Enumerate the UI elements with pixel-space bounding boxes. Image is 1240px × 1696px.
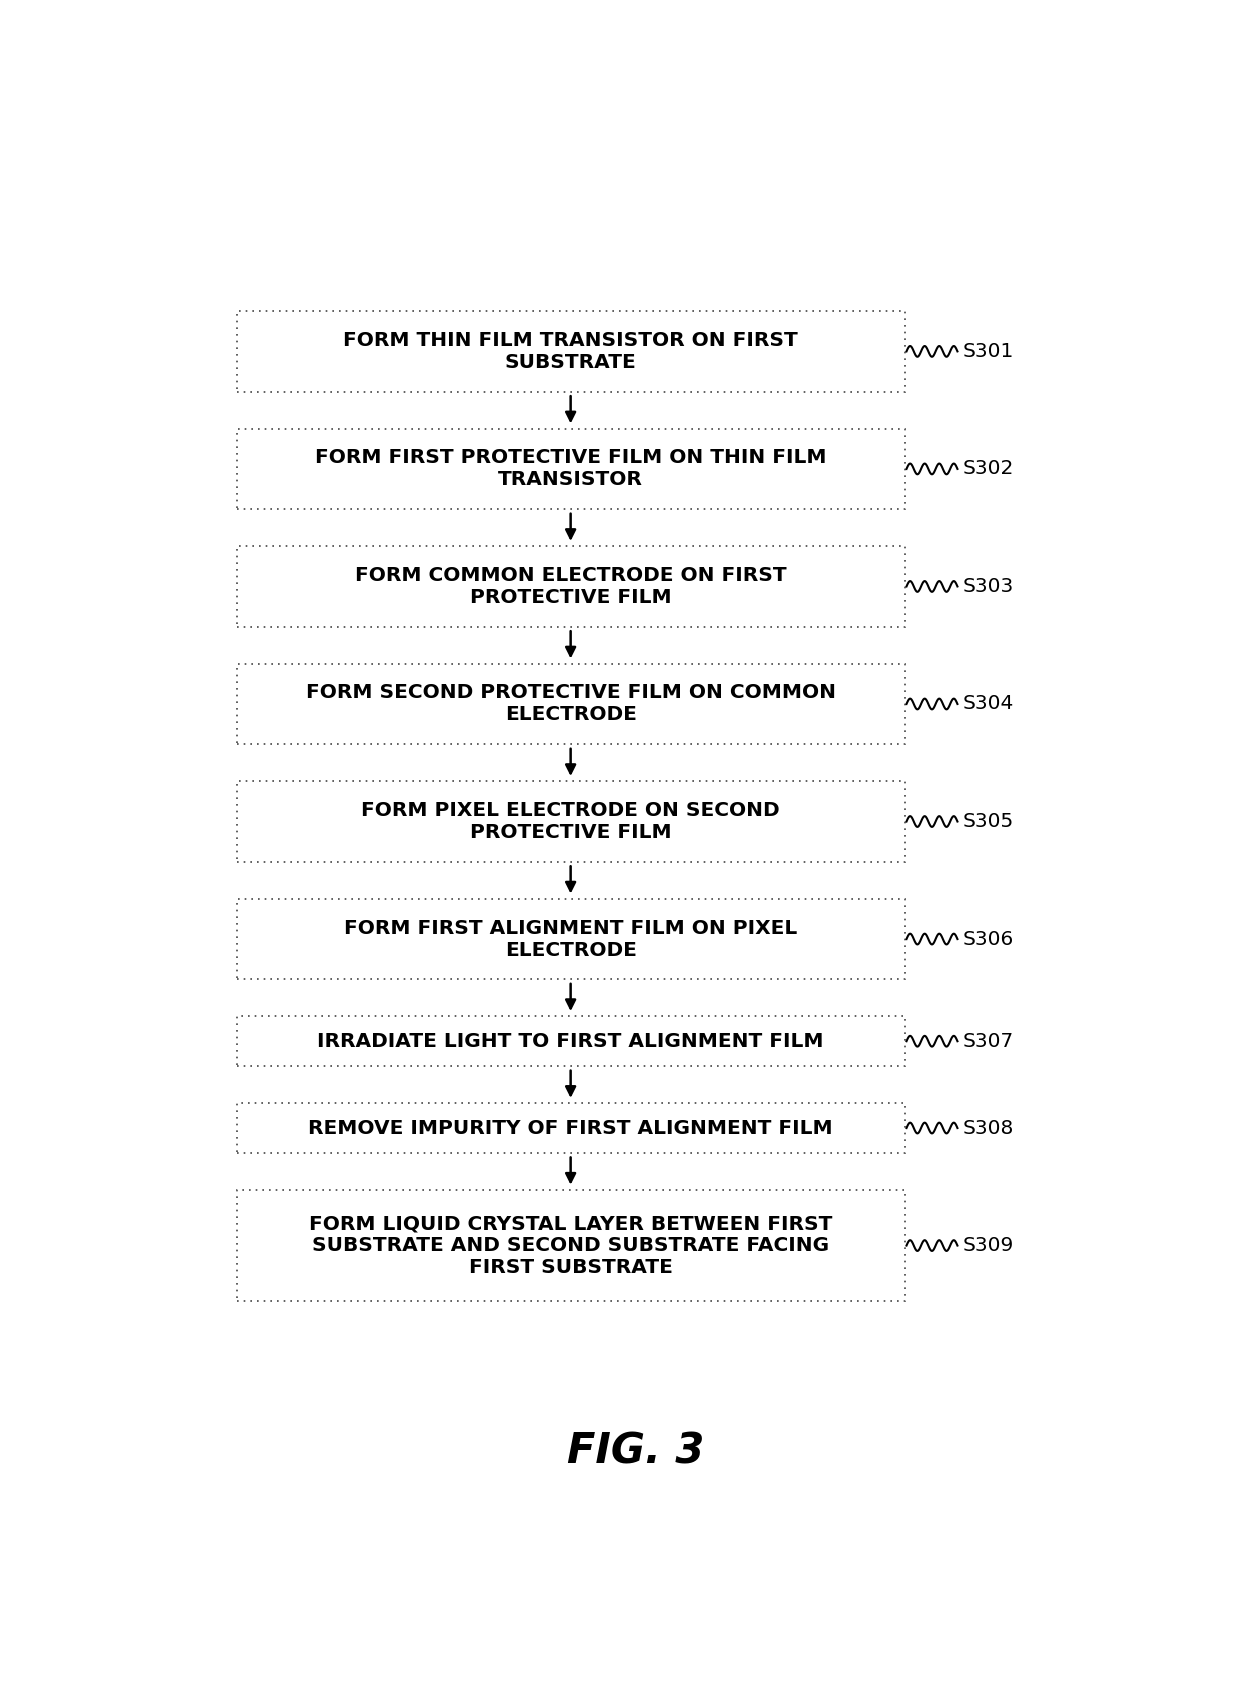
Text: FORM FIRST PROTECTIVE FILM ON THIN FILM
TRANSISTOR: FORM FIRST PROTECTIVE FILM ON THIN FILM … xyxy=(315,448,826,490)
Text: IRRADIATE LIGHT TO FIRST ALIGNMENT FILM: IRRADIATE LIGHT TO FIRST ALIGNMENT FILM xyxy=(317,1031,823,1052)
Polygon shape xyxy=(237,1016,905,1067)
Polygon shape xyxy=(237,429,905,509)
Text: S302: S302 xyxy=(962,460,1013,478)
Text: S308: S308 xyxy=(962,1119,1013,1138)
Text: FORM PIXEL ELECTRODE ON SECOND
PROTECTIVE FILM: FORM PIXEL ELECTRODE ON SECOND PROTECTIV… xyxy=(361,801,780,841)
Polygon shape xyxy=(237,782,905,862)
Polygon shape xyxy=(237,1102,905,1153)
Text: S305: S305 xyxy=(962,812,1013,831)
Text: REMOVE IMPURITY OF FIRST ALIGNMENT FILM: REMOVE IMPURITY OF FIRST ALIGNMENT FILM xyxy=(309,1119,833,1138)
Text: FORM LIQUID CRYSTAL LAYER BETWEEN FIRST
SUBSTRATE AND SECOND SUBSTRATE FACING
FI: FORM LIQUID CRYSTAL LAYER BETWEEN FIRST … xyxy=(309,1214,832,1277)
Polygon shape xyxy=(237,546,905,628)
Polygon shape xyxy=(237,663,905,745)
Text: FORM THIN FILM TRANSISTOR ON FIRST
SUBSTRATE: FORM THIN FILM TRANSISTOR ON FIRST SUBST… xyxy=(343,331,799,371)
Text: FORM FIRST ALIGNMENT FILM ON PIXEL
ELECTRODE: FORM FIRST ALIGNMENT FILM ON PIXEL ELECT… xyxy=(343,919,797,960)
Text: FORM SECOND PROTECTIVE FILM ON COMMON
ELECTRODE: FORM SECOND PROTECTIVE FILM ON COMMON EL… xyxy=(305,683,836,724)
Text: S307: S307 xyxy=(962,1031,1013,1052)
Text: FIG. 3: FIG. 3 xyxy=(567,1431,704,1472)
Text: S301: S301 xyxy=(962,343,1013,361)
Polygon shape xyxy=(237,1191,905,1301)
Polygon shape xyxy=(237,899,905,979)
Text: FORM COMMON ELECTRODE ON FIRST
PROTECTIVE FILM: FORM COMMON ELECTRODE ON FIRST PROTECTIV… xyxy=(355,566,786,607)
Polygon shape xyxy=(237,310,905,392)
Text: S304: S304 xyxy=(962,694,1013,714)
Text: S309: S309 xyxy=(962,1236,1013,1255)
Text: S303: S303 xyxy=(962,577,1013,595)
Text: S306: S306 xyxy=(962,929,1013,948)
